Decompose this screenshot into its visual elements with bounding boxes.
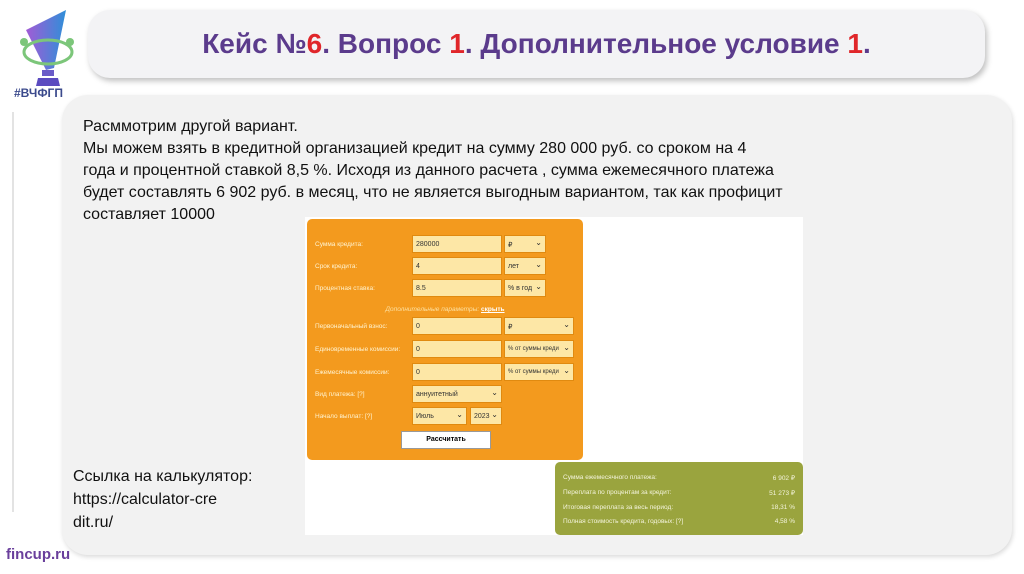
down-input[interactable]: 0 [412,317,502,335]
monthly-unit-select[interactable]: % от суммы креди [504,363,574,381]
divider [12,112,14,512]
extra-params: Дополнительные параметры: скрыть [385,306,505,313]
calculator-url[interactable]: https://calculator-credit.ru/ [73,491,218,531]
rate-unit-select[interactable]: % в год [504,279,546,297]
down-label: Первоначальный взнос: [315,323,388,330]
start-year-select[interactable]: 2023 [470,407,502,425]
result-row: Сумма ежемесячного платежа: 6 902 ₽ [563,474,795,482]
amount-label: Сумма кредита: [315,241,363,248]
result-row: Итоговая переплата за весь период: 18,31 … [563,504,795,511]
result-row: Переплата по процентам за кредит: 51 273 … [563,489,795,497]
result-row: Полная стоимость кредита, годовых: [?] 4,… [563,518,795,525]
term-unit-select[interactable]: лет [504,257,546,275]
rate-label: Процентная ставка: [315,285,375,292]
start-label: Начало выплат: [?] [315,413,373,420]
monthly-label: Ежемесячные комиссии: [315,369,390,376]
payment-type-select[interactable]: аннуитетный [412,385,502,403]
type-label: Вид платежа: [?] [315,391,365,398]
calculator-link: Ссылка на калькулятор: https://calculator… [73,465,303,534]
onetime-input[interactable]: 0 [412,340,502,358]
case-description: Расммотрим другой вариант. Мы можем взять… [83,118,783,223]
onetime-unit-select[interactable]: % от суммы креди [504,340,574,358]
rate-input[interactable]: 8.5 [412,279,502,297]
credit-calculator-form: Сумма кредита: 280000 ₽ Срок кредита: 4 … [307,219,583,460]
calculate-button[interactable]: Рассчитать [401,431,491,449]
down-unit-select[interactable]: ₽ [504,317,574,335]
monthly-input[interactable]: 0 [412,363,502,381]
page-title: Кейс № 6. Вопрос 1. Дополнительное услов… [88,10,985,78]
logo-text: #ВЧФГП [14,86,63,100]
start-month-select[interactable]: Июль [412,407,467,425]
vchfgp-logo-icon [20,10,74,86]
results-panel: Сумма ежемесячного платежа: 6 902 ₽ Переп… [555,462,803,535]
onetime-label: Единовременные комиссии: [315,346,401,353]
footer-brand: fincup.ru [6,546,71,563]
amount-input[interactable]: 280000 [412,235,502,253]
hide-extra-link[interactable]: скрыть [480,306,505,313]
term-label: Срок кредита: [315,263,358,270]
amount-unit-select[interactable]: ₽ [504,235,546,253]
term-input[interactable]: 4 [412,257,502,275]
